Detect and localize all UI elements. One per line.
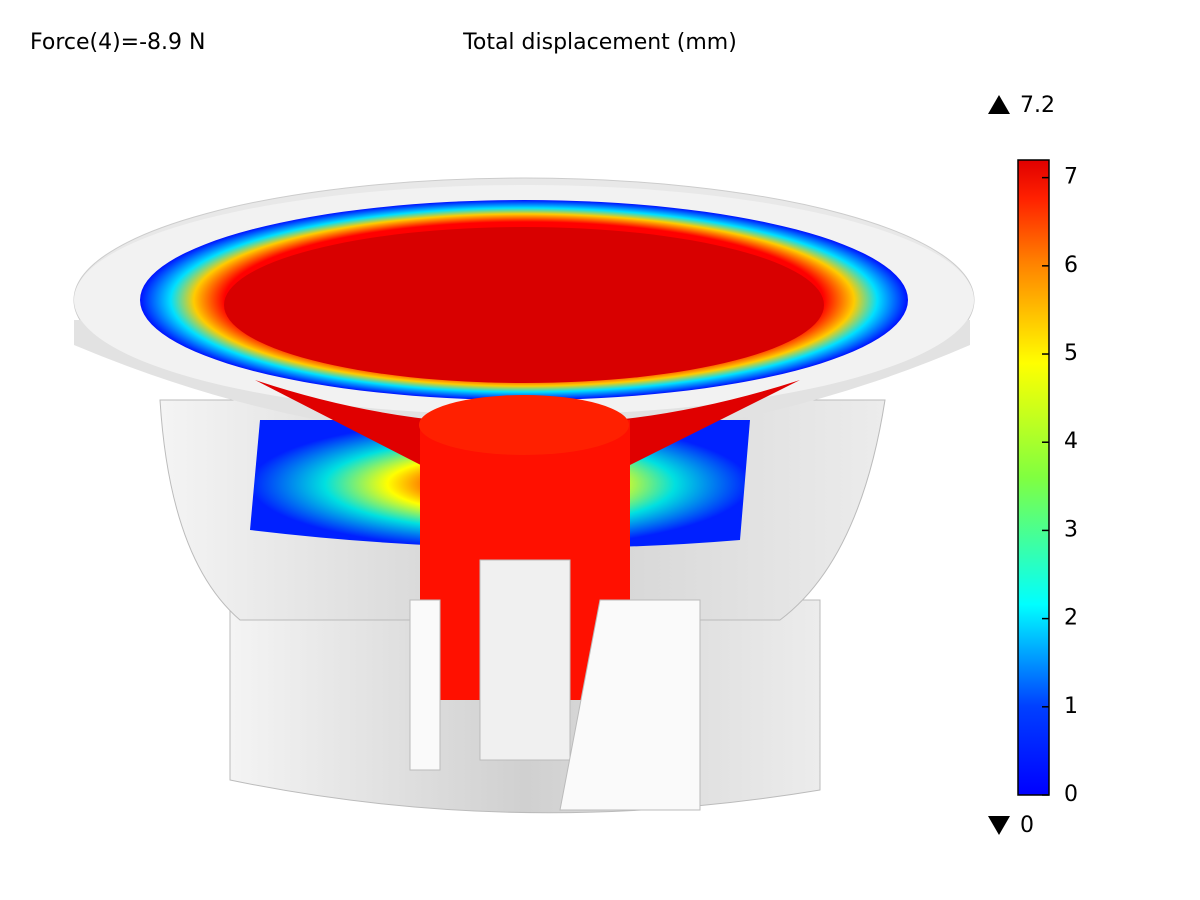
colorbar-tick-label: 0 [1064,782,1078,807]
colorbar-tick-label: 5 [1064,341,1078,366]
max-arrow [988,95,1010,114]
colorbar-tick-label: 6 [1064,253,1078,278]
min-label: 0 [1020,813,1034,838]
colorbar-gradient [1017,159,1050,796]
plot-title: Total displacement (mm) [462,30,737,55]
colorbar-tick-label: 2 [1064,606,1078,631]
colorbar-tick-label: 7 [1064,165,1078,190]
max-label: 7.2 [1020,93,1055,118]
colorbar: 7.2 0 [988,93,1055,838]
min-arrow [988,816,1010,835]
speaker-model [73,177,975,814]
force-annotation: Force(4)=-8.9 N [30,30,206,55]
colorbar-tick-label: 3 [1064,517,1078,542]
colorbar-tick-label: 1 [1064,694,1078,719]
colorbar-tick-label: 4 [1064,429,1078,454]
